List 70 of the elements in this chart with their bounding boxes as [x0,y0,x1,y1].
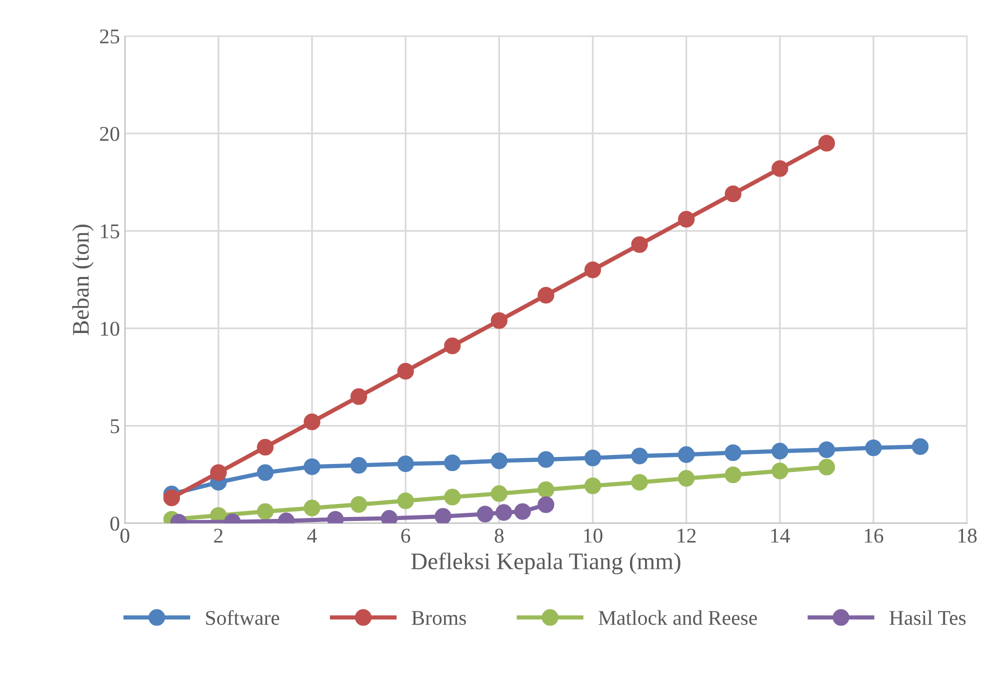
point [476,506,494,522]
point [304,458,320,476]
point [538,481,554,498]
point [444,454,461,472]
x-tick-label: 0 [120,528,130,543]
x-tick-label: 8 [494,528,504,543]
point [724,466,742,484]
point [490,312,508,329]
x-tick-label: 18 [958,528,977,543]
point [350,496,368,513]
legend-label: Broms [412,611,466,625]
x-tick-label: 4 [307,528,317,543]
point [818,458,836,476]
x-axis-title: Defleksi Kepala Tiang (mm) [411,552,680,574]
point [397,362,414,380]
point [724,444,742,462]
x-tick-label: 2 [214,528,223,543]
point [350,388,368,405]
point [256,464,274,481]
x-tick-label: 12 [678,528,696,543]
x-tick-label: 10 [584,528,602,543]
point [163,490,180,506]
point [584,477,602,494]
point [490,485,508,502]
point [772,462,788,480]
y-tick-label: 15 [101,224,120,238]
legend-label: Hasil Tes [890,610,966,625]
point [256,438,274,456]
point [397,455,414,472]
point [538,286,554,304]
y-axis-title: Beban (ton) [72,224,94,336]
point [397,492,414,510]
x-tick-label: 6 [401,528,410,543]
point [818,441,836,458]
point [444,338,461,354]
point [304,414,320,430]
legend-label: Matlock and Reese [598,610,757,625]
legend-label: Software [206,610,280,625]
point [631,474,648,491]
y-tick-label: 20 [100,126,120,141]
point [678,470,695,487]
point [304,500,320,516]
point [350,457,368,474]
point [678,210,695,228]
y-tick-label: 5 [110,419,120,434]
point [724,186,742,202]
y-tick-label: 10 [101,322,120,336]
point [631,448,648,464]
point [490,452,508,470]
y-tick-label: 25 [100,29,120,44]
point [678,446,695,463]
point [631,236,648,253]
point [584,450,602,466]
point [538,451,554,468]
x-tick-label: 16 [864,528,884,543]
point [538,496,554,514]
point [772,442,788,460]
point [772,160,788,177]
point [514,503,531,520]
point [434,508,452,524]
point [444,488,461,506]
point [210,464,227,481]
point [496,504,512,521]
point [865,439,882,456]
point [818,134,836,152]
point [256,503,274,520]
point [912,438,929,455]
x-tick-label: 14 [771,528,790,543]
point [584,262,602,278]
y-tick-label: 0 [110,516,120,531]
